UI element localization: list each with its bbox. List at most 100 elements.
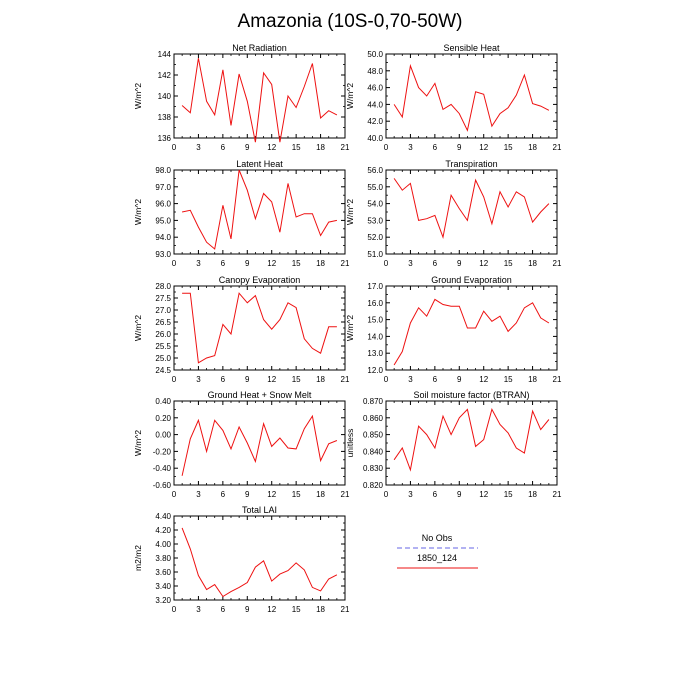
x-tick-label: 3 bbox=[196, 605, 201, 614]
panel-title: Total LAI bbox=[242, 505, 277, 515]
x-tick-label: 15 bbox=[292, 259, 301, 268]
series-line-sensible-heat bbox=[393, 63, 550, 132]
x-tick-label: 9 bbox=[457, 375, 462, 384]
panel-total-lai: Total LAI 0 3 6 9 12 15 18 21 3.20 3.40 3.60 3.80 4.0… bbox=[133, 505, 350, 614]
y-tick-label: 97.0 bbox=[155, 183, 171, 192]
y-tick-label: 4.00 bbox=[155, 540, 171, 549]
x-tick-label: 12 bbox=[479, 375, 488, 384]
series-line-canopy-evaporation bbox=[182, 292, 337, 364]
x-tick-label: 0 bbox=[384, 143, 389, 152]
y-tick-label: 0.40 bbox=[155, 397, 171, 406]
x-tick-label: 12 bbox=[267, 490, 276, 499]
plot-frame bbox=[385, 53, 558, 139]
y-tick-label: 98.0 bbox=[155, 166, 171, 175]
x-tick-label: 15 bbox=[504, 375, 513, 384]
legend: No Obs 1850_124 bbox=[397, 533, 478, 569]
x-tick-label: 0 bbox=[172, 259, 177, 268]
x-tick-label: 6 bbox=[433, 259, 438, 268]
y-tick-label: 25.5 bbox=[155, 342, 171, 351]
x-tick-label: 18 bbox=[528, 490, 537, 499]
x-tick-label: 9 bbox=[245, 605, 250, 614]
y-tick-label: 3.20 bbox=[155, 596, 171, 605]
y-tick-label: -0.20 bbox=[153, 447, 172, 456]
x-tick-label: 18 bbox=[528, 259, 537, 268]
y-tick-label: 16.0 bbox=[367, 299, 383, 308]
x-tick-label: 6 bbox=[221, 490, 226, 499]
plot-frame bbox=[173, 285, 346, 371]
x-tick-label: 21 bbox=[341, 143, 350, 152]
legend-label-no-obs: No Obs bbox=[422, 533, 453, 543]
y-tick-label: 0.860 bbox=[363, 414, 384, 423]
y-tick-label: 46.0 bbox=[367, 84, 383, 93]
y-axis-label: W/m^2 bbox=[133, 430, 143, 456]
x-tick-label: 21 bbox=[341, 259, 350, 268]
panel-sensible-heat: Sensible Heat 0 3 6 9 12 15 18 21 40.0 42.0 44.0 46.… bbox=[345, 43, 562, 152]
x-tick-label: 12 bbox=[479, 143, 488, 152]
plot-frame bbox=[173, 515, 346, 601]
y-tick-label: 42.0 bbox=[367, 117, 383, 126]
y-tick-label: 27.5 bbox=[155, 294, 171, 303]
y-tick-label: 140 bbox=[158, 92, 172, 101]
series-line-latent-heat bbox=[181, 169, 338, 250]
x-tick-label: 6 bbox=[221, 259, 226, 268]
y-tick-label: 12.0 bbox=[367, 366, 383, 375]
panel-net-radiation: Net Radiation 0 3 6 9 12 15 18 21 136 138 140 142 144… bbox=[133, 43, 350, 152]
y-tick-label: 15.0 bbox=[367, 316, 383, 325]
panel-title: Latent Heat bbox=[236, 159, 283, 169]
y-tick-label: 50.0 bbox=[367, 50, 383, 59]
x-tick-label: 18 bbox=[528, 143, 537, 152]
plot-frame bbox=[385, 169, 558, 255]
y-tick-label: 17.0 bbox=[367, 282, 383, 291]
x-tick-label: 0 bbox=[172, 605, 177, 614]
x-tick-label: 3 bbox=[196, 375, 201, 384]
y-tick-label: 0.870 bbox=[363, 397, 384, 406]
y-tick-label: 40.0 bbox=[367, 134, 383, 143]
panel-ground-heat-snow-melt: Ground Heat + Snow Melt 0 3 6 9 12 15 18 21 -0.60… bbox=[133, 390, 350, 499]
x-tick-label: 21 bbox=[553, 375, 562, 384]
x-tick-label: 12 bbox=[479, 490, 488, 499]
y-tick-label: 4.40 bbox=[155, 512, 171, 521]
y-tick-label: -0.60 bbox=[153, 481, 172, 490]
series-line-ground-heat-snow-melt bbox=[181, 414, 338, 476]
x-tick-label: 18 bbox=[528, 375, 537, 384]
panel-title: Canopy Evaporation bbox=[219, 275, 301, 285]
y-tick-label: 3.40 bbox=[155, 582, 171, 591]
x-tick-label: 0 bbox=[384, 490, 389, 499]
x-tick-label: 18 bbox=[316, 490, 325, 499]
y-axis-label: W/m^2 bbox=[345, 199, 355, 225]
y-tick-label: 26.5 bbox=[155, 318, 171, 327]
x-tick-label: 9 bbox=[457, 143, 462, 152]
y-tick-label: 94.0 bbox=[155, 233, 171, 242]
y-tick-label: 14.0 bbox=[367, 332, 383, 341]
y-tick-label: 3.60 bbox=[155, 568, 171, 577]
y-tick-label: 93.0 bbox=[155, 250, 171, 259]
x-tick-label: 21 bbox=[553, 259, 562, 268]
y-tick-label: -0.40 bbox=[153, 464, 172, 473]
y-axis-label: W/m^2 bbox=[345, 83, 355, 109]
y-tick-label: 0.850 bbox=[363, 431, 384, 440]
y-tick-label: 4.20 bbox=[155, 526, 171, 535]
x-tick-label: 15 bbox=[292, 375, 301, 384]
panel-transpiration: Transpiration 0 3 6 9 12 15 18 21 51.0 52.0 53.0 54.… bbox=[345, 159, 562, 268]
x-tick-label: 9 bbox=[245, 375, 250, 384]
x-tick-label: 3 bbox=[196, 490, 201, 499]
y-tick-label: 96.0 bbox=[155, 200, 171, 209]
y-tick-label: 28.0 bbox=[155, 282, 171, 291]
panel-title: Transpiration bbox=[445, 159, 497, 169]
x-tick-label: 9 bbox=[245, 490, 250, 499]
x-tick-label: 6 bbox=[221, 143, 226, 152]
x-tick-label: 21 bbox=[341, 605, 350, 614]
x-tick-label: 12 bbox=[267, 375, 276, 384]
plot-frame bbox=[173, 169, 346, 255]
x-tick-label: 6 bbox=[433, 490, 438, 499]
y-axis-label: m2/m2 bbox=[133, 545, 143, 571]
series-line-total-lai bbox=[181, 527, 338, 598]
panel-canopy-evaporation: Canopy Evaporation 0 3 6 9 12 15 18 21 24.5 25.0 25… bbox=[133, 275, 350, 384]
y-tick-label: 13.0 bbox=[367, 349, 383, 358]
y-tick-label: 142 bbox=[158, 71, 172, 80]
y-tick-label: 54.0 bbox=[367, 200, 383, 209]
y-tick-label: 0.820 bbox=[363, 481, 384, 490]
x-tick-label: 9 bbox=[457, 259, 462, 268]
x-tick-label: 18 bbox=[316, 259, 325, 268]
x-tick-label: 9 bbox=[245, 143, 250, 152]
